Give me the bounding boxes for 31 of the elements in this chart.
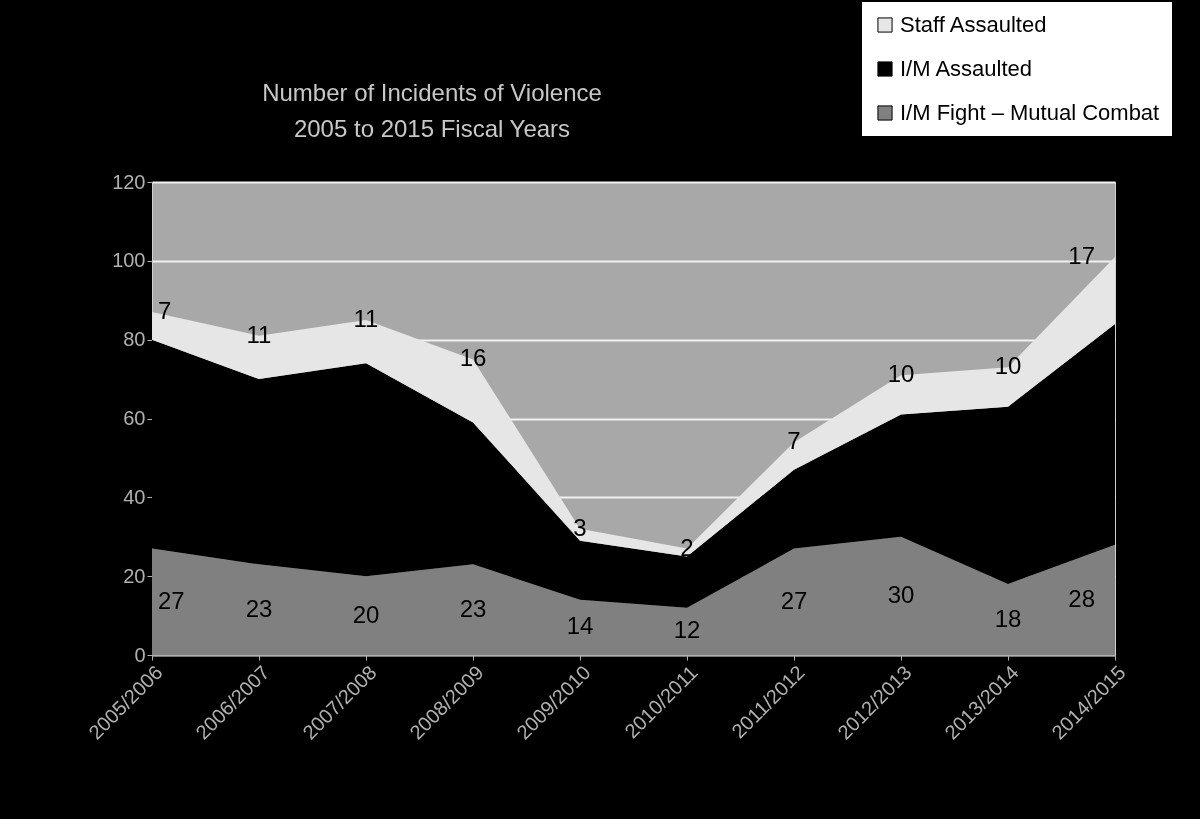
data-label: 18 [994, 604, 1022, 632]
data-label: 3 [573, 513, 587, 541]
data-label: 30 [887, 580, 915, 608]
data-label: 11 [246, 320, 272, 348]
y-tick-label: 20 [123, 564, 146, 587]
data-label: 10 [887, 360, 915, 388]
legend-label: Staff Assaulted [900, 12, 1047, 37]
data-label: 20 [352, 600, 380, 628]
data-label: 28 [1068, 584, 1095, 612]
data-label: 12 [673, 616, 701, 644]
y-tick-label: 120 [112, 170, 146, 193]
data-label: 11 [353, 304, 379, 332]
y-tick-label: 40 [123, 485, 146, 508]
data-label: 17 [1068, 241, 1095, 269]
y-tick-label: 60 [123, 407, 146, 429]
y-tick-label: 0 [134, 643, 146, 666]
legend-label: I/M Assaulted [900, 56, 1033, 81]
data-label: 23 [459, 594, 487, 622]
data-label: 14 [566, 612, 594, 640]
chart-title: Number of Incidents of Violence [262, 79, 602, 106]
data-label: 10 [994, 352, 1022, 380]
y-tick-label: 100 [112, 249, 146, 272]
chart-subtitle: 2005 to 2015 Fiscal Years [293, 115, 571, 142]
data-label: 23 [245, 594, 273, 622]
data-label: 16 [459, 344, 487, 372]
legend-label: I/M Fight – Mutual Combat [900, 100, 1160, 125]
data-label: 7 [158, 297, 172, 325]
data-label: 27 [780, 586, 808, 614]
data-label: 27 [158, 586, 185, 614]
y-tick-label: 80 [123, 328, 146, 351]
data-label: 7 [787, 427, 801, 455]
